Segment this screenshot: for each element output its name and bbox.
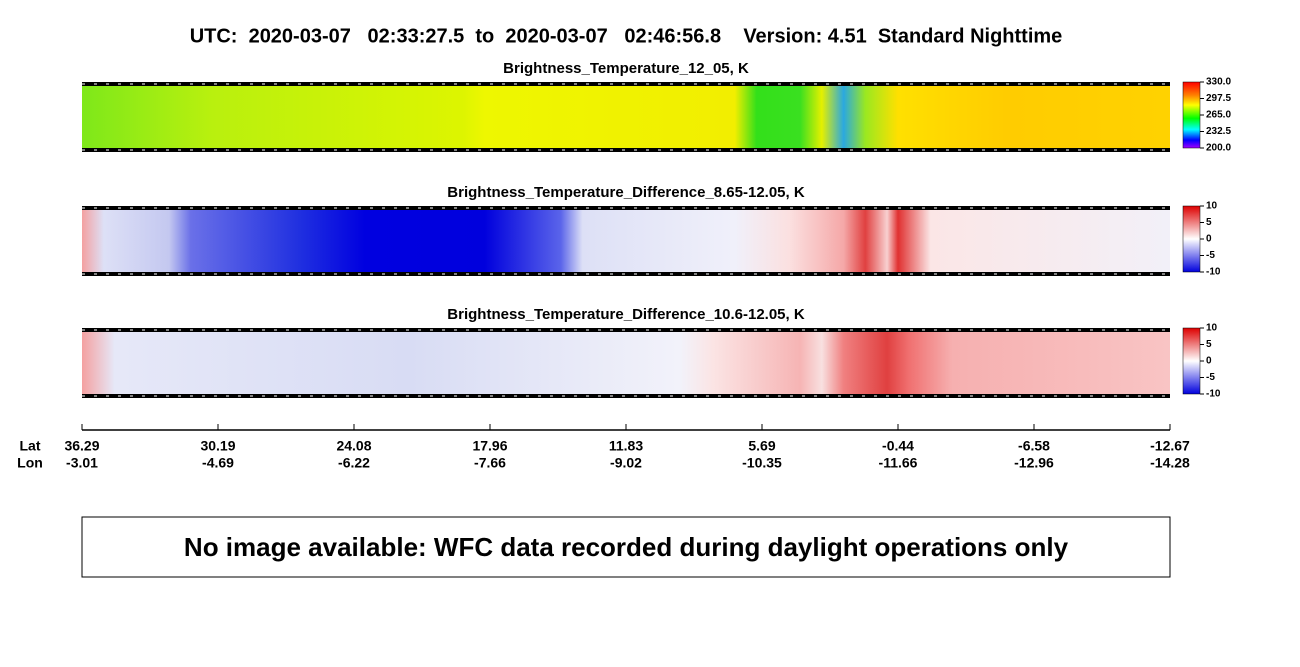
colorbar	[1182, 205, 1201, 273]
panel-title: Brightness_Temperature_12_05, K	[503, 60, 749, 77]
panels: Brightness_Temperature_12_05, K 330.0 297.…	[82, 60, 1231, 400]
lon-value: -7.66	[474, 455, 506, 471]
lon-value: -4.69	[202, 455, 234, 471]
lat-value: -0.44	[882, 438, 914, 454]
strip-border	[82, 272, 1170, 276]
strip-border	[82, 206, 1170, 210]
panel-title: Brightness_Temperature_Difference_10.6-1…	[447, 306, 805, 323]
image-strip	[82, 82, 1170, 152]
panel: Brightness_Temperature_12_05, K 330.0 297.…	[82, 60, 1231, 154]
lat-value: 36.29	[64, 438, 99, 454]
image-strip	[82, 206, 1170, 276]
lat-value: 11.83	[609, 438, 643, 454]
strip-border	[82, 328, 1170, 332]
colorbar-label: -10	[1206, 389, 1221, 400]
colorbar-label: -10	[1206, 267, 1221, 278]
colorbar-label: -5	[1206, 372, 1215, 383]
colorbar-label: 5	[1206, 339, 1212, 350]
lat-value: -12.67	[1150, 438, 1190, 454]
lon-value: -6.22	[338, 455, 370, 471]
colorbar-label: 232.5	[1206, 126, 1231, 137]
strip-border	[82, 148, 1170, 152]
lon-value: -3.01	[66, 455, 98, 471]
page-title: UTC: 2020-03-07 02:33:27.5 to 2020-03-07…	[190, 25, 1063, 47]
colorbar	[1182, 81, 1201, 149]
message-box	[81, 516, 1171, 578]
lon-value: -12.96	[1014, 455, 1054, 471]
lat-value: 17.96	[472, 438, 507, 454]
colorbar-label: 330.0	[1206, 77, 1231, 88]
lat-value: -6.58	[1018, 438, 1050, 454]
strip-border	[82, 394, 1170, 398]
position-axis: Lat Lon 36.29-3.01 30.19-4.69 24.08-6.22 17…	[17, 424, 1190, 471]
lat-value: 24.08	[336, 438, 371, 454]
colorbar-label: 0	[1206, 356, 1212, 367]
lon-value: -14.28	[1150, 455, 1190, 471]
colorbar-label: 0	[1206, 234, 1212, 245]
colorbar-label: 200.0	[1206, 143, 1231, 154]
colorbar-label: 10	[1206, 201, 1218, 212]
image-strip	[82, 328, 1170, 398]
lon-value: -10.35	[742, 455, 782, 471]
colorbar-label: 265.0	[1206, 110, 1231, 121]
lon-value: -9.02	[610, 455, 642, 471]
lon-label: Lon	[17, 455, 43, 471]
lat-label: Lat	[20, 438, 41, 454]
panel: Brightness_Temperature_Difference_10.6-1…	[82, 306, 1221, 400]
colorbar-label: -5	[1206, 250, 1215, 261]
colorbar-label: 10	[1206, 323, 1218, 334]
colorbar-label: 5	[1206, 217, 1212, 228]
lat-value: 30.19	[200, 438, 235, 454]
message: No image available: WFC data recorded du…	[184, 532, 1069, 562]
colorbar	[1182, 327, 1201, 395]
lon-value: -11.66	[879, 455, 918, 471]
lat-value: 5.69	[748, 438, 775, 454]
strip-border	[82, 82, 1170, 86]
colorbar-label: 297.5	[1206, 93, 1231, 104]
panel-title: Brightness_Temperature_Difference_8.65-1…	[447, 184, 805, 201]
panel: Brightness_Temperature_Difference_8.65-1…	[82, 184, 1221, 278]
